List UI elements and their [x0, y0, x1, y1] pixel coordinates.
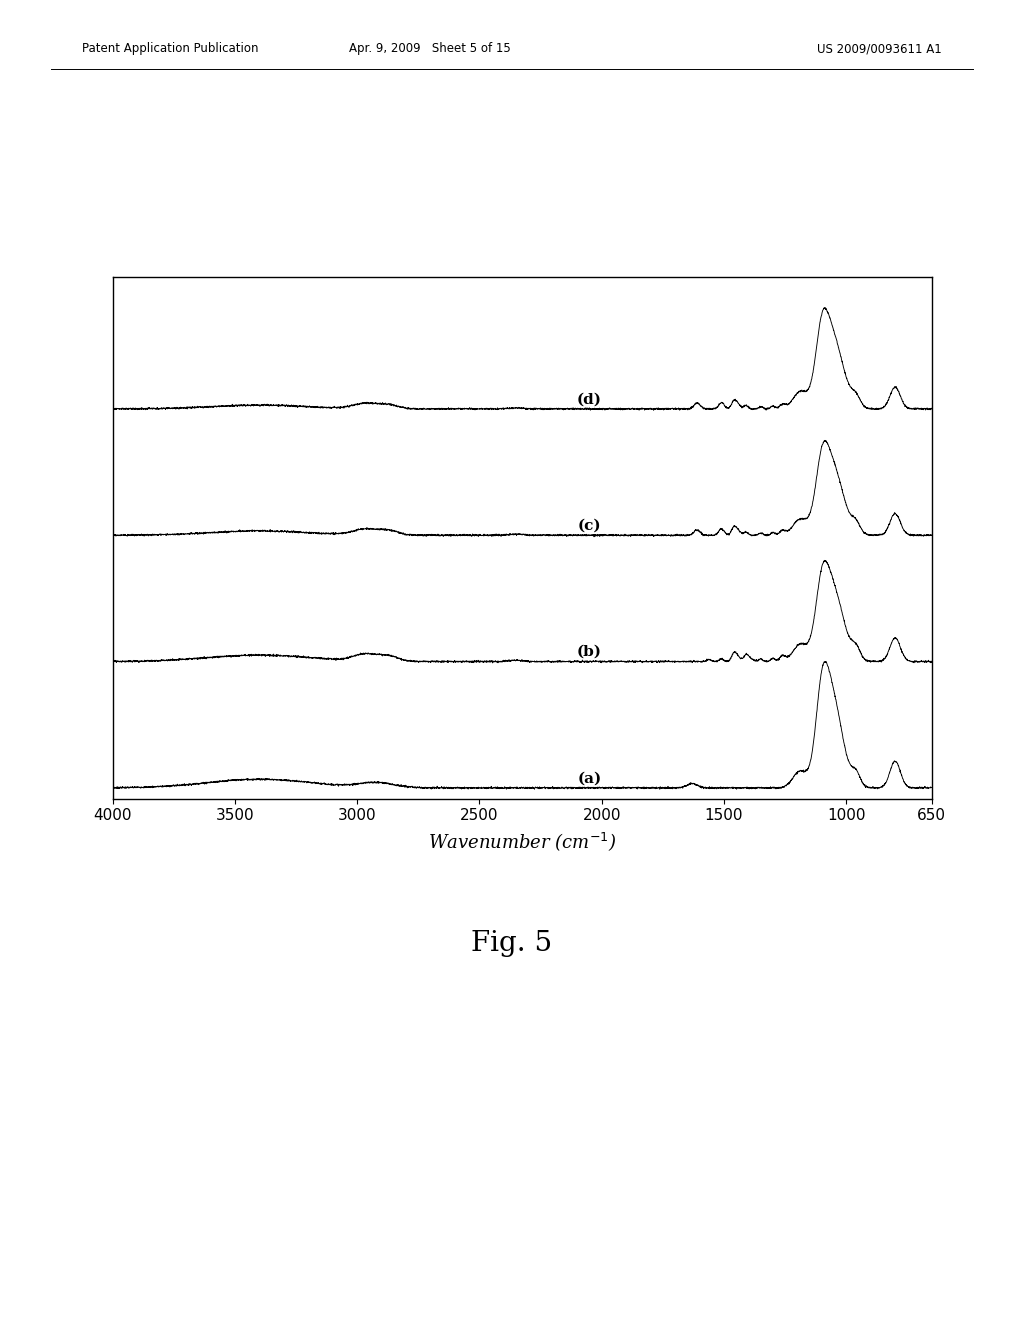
Text: (b): (b) — [577, 645, 602, 659]
Text: (d): (d) — [577, 392, 602, 407]
X-axis label: Wavenumber (cm$^{-1}$): Wavenumber (cm$^{-1}$) — [428, 830, 616, 853]
Text: Apr. 9, 2009   Sheet 5 of 15: Apr. 9, 2009 Sheet 5 of 15 — [349, 42, 511, 55]
Text: US 2009/0093611 A1: US 2009/0093611 A1 — [817, 42, 942, 55]
Text: Fig. 5: Fig. 5 — [471, 931, 553, 957]
Text: Patent Application Publication: Patent Application Publication — [82, 42, 258, 55]
Text: (c): (c) — [578, 519, 601, 532]
Text: (a): (a) — [578, 771, 602, 785]
